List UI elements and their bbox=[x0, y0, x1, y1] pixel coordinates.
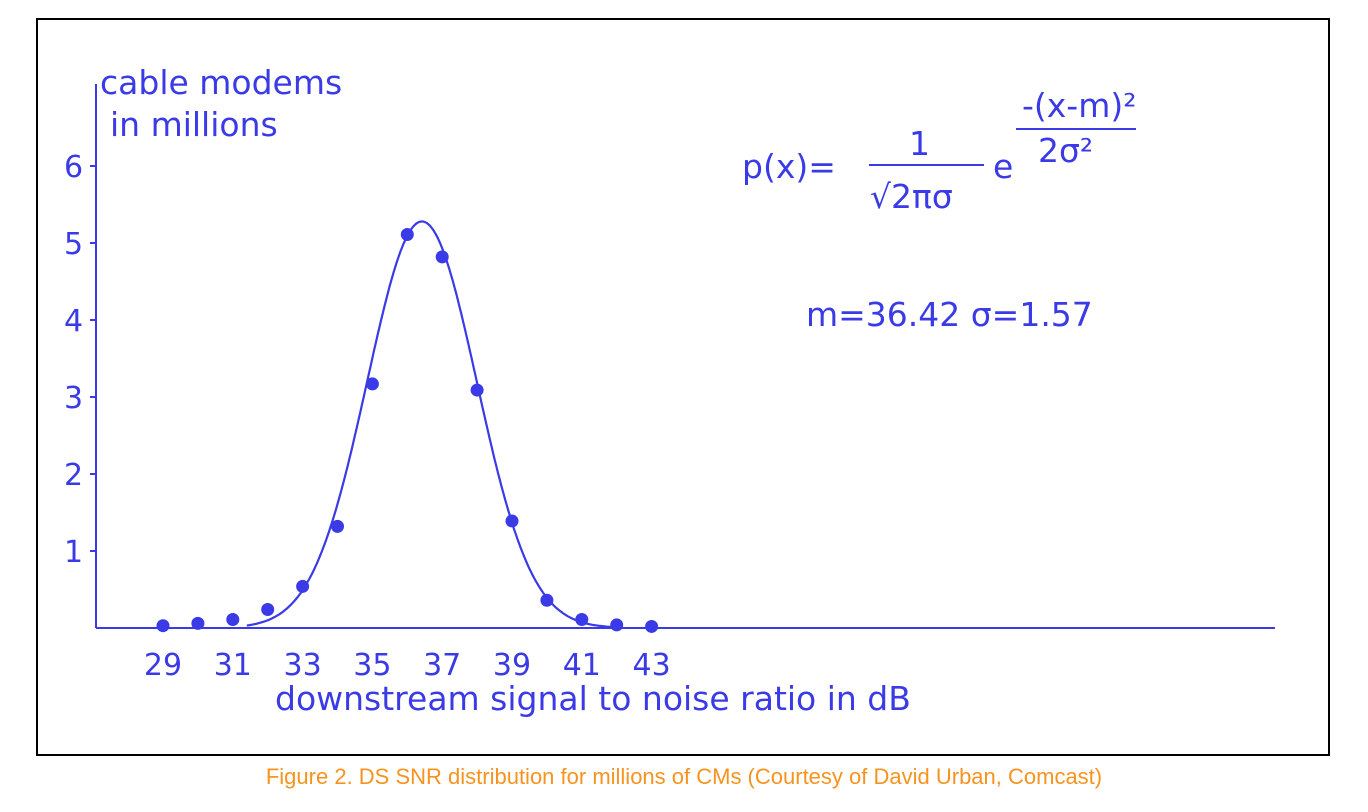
x-tick-label: 31 bbox=[214, 648, 252, 683]
formula-exp-denominator: 2σ² bbox=[1038, 131, 1093, 170]
y-tick-label: 4 bbox=[64, 304, 83, 339]
formula-lhs: p(x)= bbox=[742, 147, 836, 186]
data-point bbox=[435, 250, 449, 264]
x-tick-label: 33 bbox=[284, 648, 322, 683]
y-tick-label: 1 bbox=[64, 535, 83, 570]
data-point bbox=[156, 619, 170, 633]
y-axis-label-line-1: cable modems bbox=[100, 63, 342, 102]
data-point bbox=[470, 383, 484, 397]
data-point bbox=[331, 519, 344, 533]
params-label: m=36.42 σ=1.57 bbox=[806, 295, 1093, 334]
x-axis-label: downstream signal to noise ratio in dB bbox=[275, 679, 911, 718]
formula: p(x)= 1 √2πσ e -(x-m)² 2σ² bbox=[742, 86, 1136, 216]
data-point bbox=[191, 616, 205, 630]
data-point bbox=[610, 618, 624, 632]
y-tick-label: 6 bbox=[64, 150, 83, 185]
data-point bbox=[540, 593, 554, 607]
formula-base: e bbox=[993, 147, 1013, 186]
x-tick-label: 43 bbox=[633, 648, 671, 683]
y-axis-label-line-2: in millions bbox=[110, 105, 278, 144]
y-tick-label: 5 bbox=[64, 227, 83, 262]
x-tick-label: 35 bbox=[353, 648, 391, 683]
figure-caption: Figure 2. DS SNR distribution for millio… bbox=[265, 764, 1103, 789]
data-point bbox=[645, 619, 659, 633]
data-point bbox=[365, 377, 379, 391]
x-tick-label: 37 bbox=[423, 648, 461, 683]
formula-exp-numerator: -(x-m)² bbox=[1022, 86, 1136, 125]
data-point bbox=[575, 613, 589, 627]
data-points bbox=[156, 228, 659, 633]
y-ticks: 1 2 3 4 5 6 bbox=[64, 150, 96, 570]
data-point bbox=[226, 613, 240, 627]
x-tick-label: 39 bbox=[493, 648, 531, 683]
x-ticks: 29 31 33 35 37 39 41 43 bbox=[144, 648, 671, 683]
normal-fit-curve bbox=[246, 220, 617, 629]
x-tick-label: 29 bbox=[144, 648, 182, 683]
formula-denominator: √2πσ bbox=[870, 177, 953, 216]
x-tick-label: 41 bbox=[563, 648, 601, 683]
data-point bbox=[400, 228, 414, 242]
data-point bbox=[505, 514, 519, 528]
data-point bbox=[261, 603, 275, 617]
y-tick-label: 3 bbox=[64, 381, 83, 416]
data-point bbox=[296, 579, 310, 593]
chart-svg: 1 2 3 4 5 6 29 31 33 35 37 39 41 43 cable modems in … bbox=[64, 63, 1275, 718]
chart-frame: 1 2 3 4 5 6 29 31 33 35 37 39 41 43 cable modems in … bbox=[36, 18, 1330, 756]
formula-numerator: 1 bbox=[909, 124, 930, 163]
y-tick-label: 2 bbox=[64, 458, 83, 493]
